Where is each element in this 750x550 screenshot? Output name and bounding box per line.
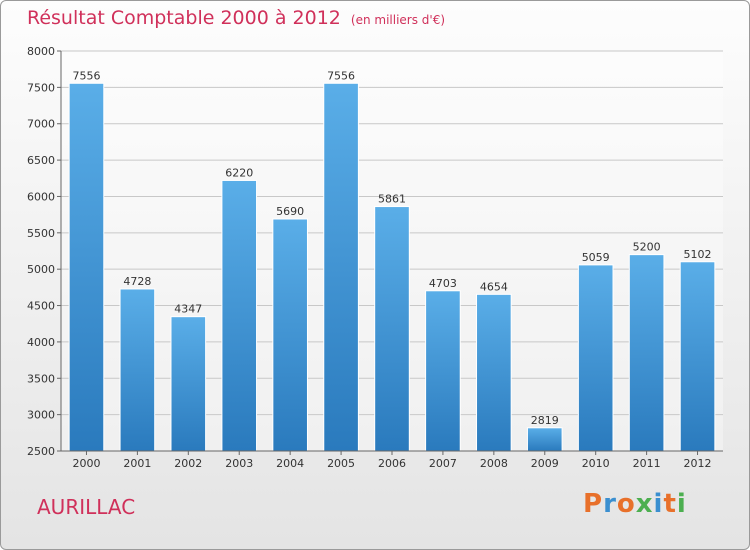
x-tick-label-2005: 2005 [327, 457, 355, 470]
logo-letter: t [663, 489, 677, 519]
bars: 7556 4728 4347 6220 5690 7556 5861 4703 4654 2819… [68, 69, 716, 452]
x-tick-label-2012: 2012 [684, 457, 712, 470]
y-tick-label: 3500 [27, 372, 55, 385]
data-label-2001: 4728 [123, 275, 151, 288]
y-tick-label: 6000 [27, 190, 55, 203]
bar-2000 [68, 82, 105, 452]
x-tick-label-2001: 2001 [123, 457, 151, 470]
bar-2006 [374, 206, 410, 452]
bar-2003 [221, 179, 258, 452]
y-tick-label: 3000 [27, 409, 55, 422]
data-label-2000: 7556 [72, 69, 100, 82]
y-tick-label: 7500 [27, 81, 55, 94]
x-tick-label-2008: 2008 [480, 457, 508, 470]
data-label-2010: 5059 [582, 251, 610, 264]
bar-2007 [425, 290, 461, 452]
logo-letter: r [603, 489, 617, 519]
logo-letter: o [616, 489, 636, 519]
proxiti-logo[interactable]: Proxiti [583, 489, 687, 519]
x-tick-label-2002: 2002 [174, 457, 202, 470]
y-tick-label: 4500 [27, 300, 55, 313]
data-label-2009: 2819 [531, 414, 559, 427]
x-tick-label-2003: 2003 [225, 457, 253, 470]
y-tick-label: 6500 [27, 154, 55, 167]
bar-2011 [628, 254, 665, 452]
bar-2010 [577, 264, 614, 452]
bar-2001 [119, 288, 156, 452]
x-tick-label-2000: 2000 [72, 457, 100, 470]
x-tick-label-2007: 2007 [429, 457, 457, 470]
bar-2009 [526, 427, 563, 452]
x-tick-label-2009: 2009 [531, 457, 559, 470]
data-label-2008: 4654 [480, 280, 508, 293]
data-label-2005: 7556 [327, 69, 355, 82]
y-tick-label: 7000 [27, 118, 55, 131]
y-tick-label: 4000 [27, 336, 55, 349]
x-tick-label-2004: 2004 [276, 457, 304, 470]
x-tick-label-2006: 2006 [378, 457, 406, 470]
title-text: Résultat Comptable 2000 à 2012 [27, 7, 341, 29]
y-tick-label: 5000 [27, 263, 55, 276]
y-tick-label: 8000 [27, 45, 55, 58]
x-tick-label-2011: 2011 [633, 457, 661, 470]
bar-2005 [323, 82, 359, 452]
bar-2012 [679, 261, 716, 452]
logo-letter: x [635, 489, 654, 519]
data-label-2003: 6220 [225, 166, 253, 179]
data-label-2002: 4347 [174, 303, 202, 316]
chart-subtitle: (en milliers d'€) [350, 13, 446, 27]
y-tick-label: 2500 [27, 445, 55, 458]
chart-title: Résultat Comptable 2000 à 2012 (en millie… [27, 7, 445, 29]
y-tick-label: 5500 [27, 227, 55, 240]
data-label-2012: 5102 [684, 248, 712, 261]
bar-2004 [272, 218, 308, 452]
logo-letter: P [583, 489, 604, 519]
logo-letter: i [676, 489, 687, 519]
data-label-2011: 5200 [633, 241, 661, 254]
x-axis-ticks: 2000 2001 2002 2003 2004 2005 2006 2007 2008 2009… [72, 451, 712, 470]
data-label-2006: 5861 [378, 193, 406, 206]
bar-2008 [476, 293, 512, 452]
city-name: AURILLAC [37, 495, 136, 519]
data-label-2007: 4703 [429, 277, 457, 290]
bar-2002 [170, 316, 207, 452]
data-label-2004: 5690 [276, 205, 304, 218]
logo-letter: i [653, 489, 664, 519]
x-tick-label-2010: 2010 [582, 457, 610, 470]
